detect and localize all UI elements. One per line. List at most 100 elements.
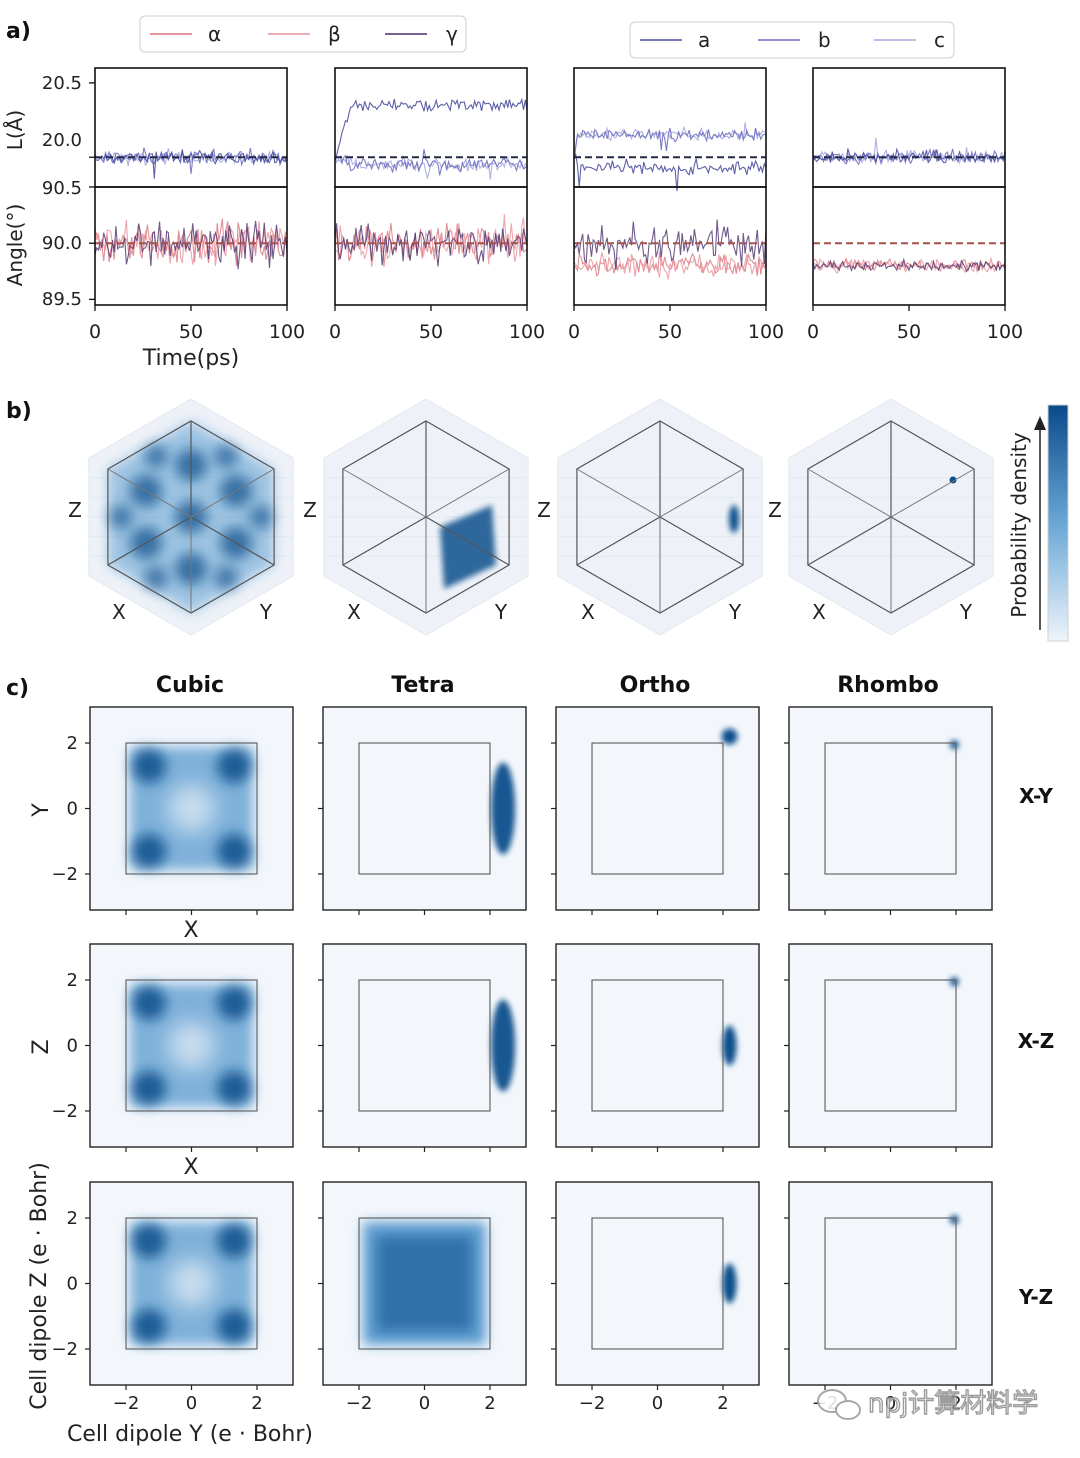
- x-tick-label: 2: [251, 1393, 262, 1414]
- reference-box: [591, 979, 724, 1112]
- row1-xlabel: X: [183, 918, 198, 943]
- axis-label-y: Y: [728, 600, 742, 624]
- density-minimum: [167, 1021, 216, 1070]
- legend-alpha: α: [208, 22, 221, 46]
- row3-ylabel: Cell dipole Z (e · Bohr): [27, 1162, 52, 1410]
- row1-ylabel: Y: [29, 803, 54, 818]
- y-tick-label: 0: [67, 799, 78, 820]
- sphere-projection-tetra: Z X Y: [303, 398, 529, 636]
- heatmap-ortho-x-y: [551, 706, 760, 915]
- x-tick-label: 0: [652, 1393, 663, 1414]
- density-peak: [109, 505, 133, 529]
- xlabel-time: Time(ps): [142, 346, 239, 371]
- heatmap-rhombo-y-z: −202: [784, 1181, 993, 1414]
- angle-tick-labels: 90.5 90.0 89.5: [42, 178, 82, 310]
- legend-beta: β: [328, 22, 341, 46]
- x-tick-label: −2: [346, 1393, 373, 1414]
- tick-90-0: 90.0: [42, 233, 82, 254]
- heatmap-rhombo-x-y: [784, 706, 993, 915]
- density-peak: [217, 1309, 252, 1344]
- axis-label-y: Y: [259, 600, 273, 624]
- sphere-projection-rhombo: Z X Y: [768, 398, 994, 636]
- angle-series-beta: [334, 213, 528, 267]
- axis-label-x: X: [812, 600, 826, 624]
- length-series-b: [334, 149, 528, 176]
- cube-edge: [576, 516, 661, 566]
- row-title-xz: X-Z: [1018, 1029, 1055, 1053]
- legend-lengths: a b c: [629, 21, 955, 59]
- density-peak: [722, 1263, 737, 1304]
- tick-89-5: 89.5: [42, 289, 82, 310]
- density-peak: [144, 565, 168, 590]
- phase-ortho-timeseries: 0 50 100: [568, 67, 784, 343]
- cube-edge: [576, 468, 661, 518]
- reference-box: [358, 742, 491, 875]
- row-title-xy: X-Y: [1019, 784, 1053, 808]
- density-peak: [217, 834, 252, 869]
- watermark-text: npj计算材料学: [868, 1389, 1038, 1419]
- axis-label-z: Z: [768, 498, 782, 522]
- reference-box: [824, 979, 957, 1112]
- watermark: npj计算材料学: [817, 1388, 1039, 1420]
- panel-c-row-titles: X-Y X-Z Y-Z: [1018, 784, 1055, 1309]
- heatmap-background: [789, 944, 992, 1147]
- cube-edge: [342, 516, 427, 566]
- heatmap-rhombo-x-z: [784, 943, 993, 1152]
- x-tick-label: 0: [419, 1393, 430, 1414]
- ylabel-length: L(Å): [3, 110, 27, 150]
- angle-series-beta: [573, 252, 767, 280]
- density-peak: [217, 1223, 252, 1258]
- cube-edge: [659, 468, 744, 518]
- density-peak: [721, 728, 738, 745]
- tick-90-5: 90.5: [42, 178, 82, 199]
- bottom-xlabel: Cell dipole Y (e · Bohr): [67, 1422, 313, 1447]
- angle-axes-frame: [94, 186, 288, 306]
- phase-tetra-timeseries: 0 50 100: [329, 67, 545, 343]
- axis-label-z: Z: [303, 498, 317, 522]
- density-peak: [131, 1223, 166, 1258]
- y-tick-label: 2: [67, 733, 78, 754]
- row-title-yz: Y-Z: [1018, 1285, 1053, 1309]
- legend-c: c: [934, 28, 945, 52]
- density-peak: [217, 985, 252, 1020]
- legend-a: a: [698, 28, 710, 52]
- length-tick-labels: 20.5 20.0: [42, 73, 82, 151]
- density-peak: [214, 444, 238, 469]
- reference-box: [125, 742, 258, 875]
- axis-label-y: Y: [494, 600, 508, 624]
- density-peak: [949, 1215, 959, 1225]
- length-series-c: [573, 122, 767, 158]
- col-title-cubic: Cubic: [156, 673, 224, 698]
- x-tick-label: 0: [885, 1393, 896, 1414]
- density-peak: [949, 740, 959, 750]
- x-tick-label: 50: [897, 321, 921, 343]
- panel-c-axis-labels: Y X Z X Cell dipole Z (e · Bohr) Cell di…: [27, 803, 313, 1447]
- cube-edge: [190, 468, 275, 518]
- panel-label-c: c): [6, 676, 29, 701]
- density-peak: [131, 985, 166, 1020]
- angle-series-gamma: [94, 220, 288, 270]
- reference-box: [591, 1217, 724, 1350]
- axis-label-z: Z: [68, 498, 82, 522]
- density-peak: [131, 748, 166, 783]
- density-peak: [249, 505, 273, 529]
- heatmap-tetra-x-y: [318, 706, 527, 915]
- axis-label-x: X: [112, 600, 126, 624]
- panel-b-projections: Z X Y Z X Y Z X Y Z X Y: [68, 398, 994, 636]
- y-tick-label: −2: [51, 1101, 78, 1122]
- tetra-density-region: [440, 505, 496, 589]
- x-tick-label: 0: [329, 321, 341, 343]
- cube-edge: [890, 468, 975, 518]
- density-peak: [949, 977, 959, 987]
- angle-series-alpha: [573, 251, 767, 278]
- density-peak: [491, 762, 516, 855]
- length-series-a: [573, 152, 767, 192]
- x-tick-label: 50: [658, 321, 682, 343]
- legend-b: b: [818, 28, 831, 52]
- density-peak: [217, 1071, 252, 1106]
- x-tick-label: 2: [717, 1393, 728, 1414]
- density-peak: [491, 999, 516, 1092]
